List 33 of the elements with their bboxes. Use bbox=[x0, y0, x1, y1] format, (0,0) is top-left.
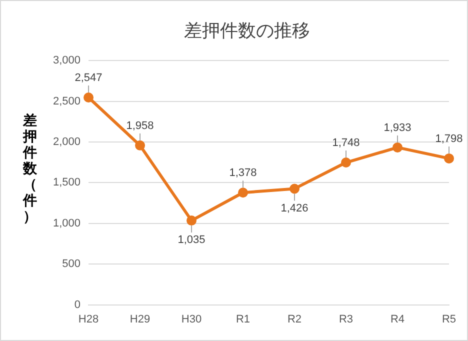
data-label: 1,378 bbox=[229, 167, 257, 180]
point bbox=[135, 140, 146, 150]
y-tick-label: 500 bbox=[62, 258, 81, 270]
y-axis-title: 差押件数（件） bbox=[23, 113, 37, 225]
chart-title: 差押件数の推移 bbox=[184, 20, 310, 42]
x-tick-label: H28 bbox=[78, 313, 99, 326]
point bbox=[392, 142, 403, 152]
data-label: 1,748 bbox=[332, 137, 360, 150]
point bbox=[341, 158, 352, 168]
data-label: 1,958 bbox=[126, 120, 154, 132]
y-tick-label: 1,000 bbox=[52, 217, 81, 230]
y-tick-label: 0 bbox=[74, 298, 81, 311]
point bbox=[186, 216, 197, 226]
data-label: 1,933 bbox=[384, 122, 412, 134]
x-tick-label: R1 bbox=[236, 313, 250, 326]
x-tick-label: H30 bbox=[181, 313, 202, 326]
data-label: 1,426 bbox=[280, 202, 308, 214]
y-tick-label: 2,500 bbox=[52, 95, 81, 108]
x-tick-label: R3 bbox=[338, 313, 354, 326]
data-label: 2,547 bbox=[74, 72, 102, 84]
point bbox=[238, 188, 248, 198]
y-tick-label: 3,000 bbox=[52, 54, 81, 67]
data-label: 1,035 bbox=[178, 234, 206, 246]
y-tick-label: 1,500 bbox=[52, 176, 81, 189]
x-tick-label: H29 bbox=[130, 313, 150, 326]
point bbox=[84, 92, 94, 102]
point bbox=[290, 184, 300, 194]
x-tick-label: R5 bbox=[442, 313, 456, 326]
x-tick-label: R2 bbox=[287, 313, 302, 326]
data-label: 1,798 bbox=[435, 132, 463, 145]
point bbox=[444, 153, 454, 164]
y-tick-label: 2,000 bbox=[52, 136, 81, 148]
x-tick-label: R4 bbox=[390, 313, 405, 326]
